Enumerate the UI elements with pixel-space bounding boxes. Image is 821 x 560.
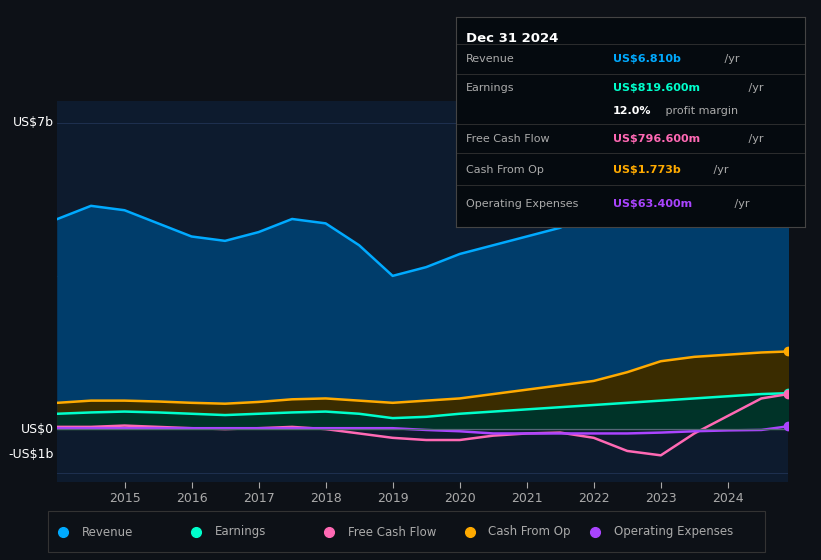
- Text: /yr: /yr: [721, 54, 740, 64]
- Text: Earnings: Earnings: [215, 525, 266, 539]
- Text: Revenue: Revenue: [466, 54, 515, 64]
- Text: US$63.400m: US$63.400m: [612, 199, 692, 209]
- Text: Free Cash Flow: Free Cash Flow: [348, 525, 436, 539]
- Text: /yr: /yr: [732, 199, 750, 209]
- Text: US$7b: US$7b: [13, 116, 54, 129]
- Text: /yr: /yr: [745, 134, 764, 143]
- Text: 12.0%: 12.0%: [612, 106, 651, 116]
- Text: US$796.600m: US$796.600m: [612, 134, 699, 143]
- Text: Free Cash Flow: Free Cash Flow: [466, 134, 550, 143]
- Bar: [48, 511, 765, 552]
- Text: US$1.773b: US$1.773b: [612, 165, 681, 175]
- Text: -US$1b: -US$1b: [8, 448, 54, 461]
- Text: Cash From Op: Cash From Op: [488, 525, 571, 539]
- Text: /yr: /yr: [710, 165, 729, 175]
- Text: Operating Expenses: Operating Expenses: [466, 199, 579, 209]
- Text: profit margin: profit margin: [662, 106, 737, 116]
- Text: Operating Expenses: Operating Expenses: [613, 525, 733, 539]
- Text: Cash From Op: Cash From Op: [466, 165, 544, 175]
- Text: US$6.810b: US$6.810b: [612, 54, 681, 64]
- Text: Dec 31 2024: Dec 31 2024: [466, 31, 558, 44]
- Text: US$0: US$0: [21, 423, 54, 436]
- Text: US$819.600m: US$819.600m: [612, 83, 699, 93]
- Text: Earnings: Earnings: [466, 83, 515, 93]
- Text: /yr: /yr: [745, 83, 764, 93]
- Text: Revenue: Revenue: [82, 525, 133, 539]
